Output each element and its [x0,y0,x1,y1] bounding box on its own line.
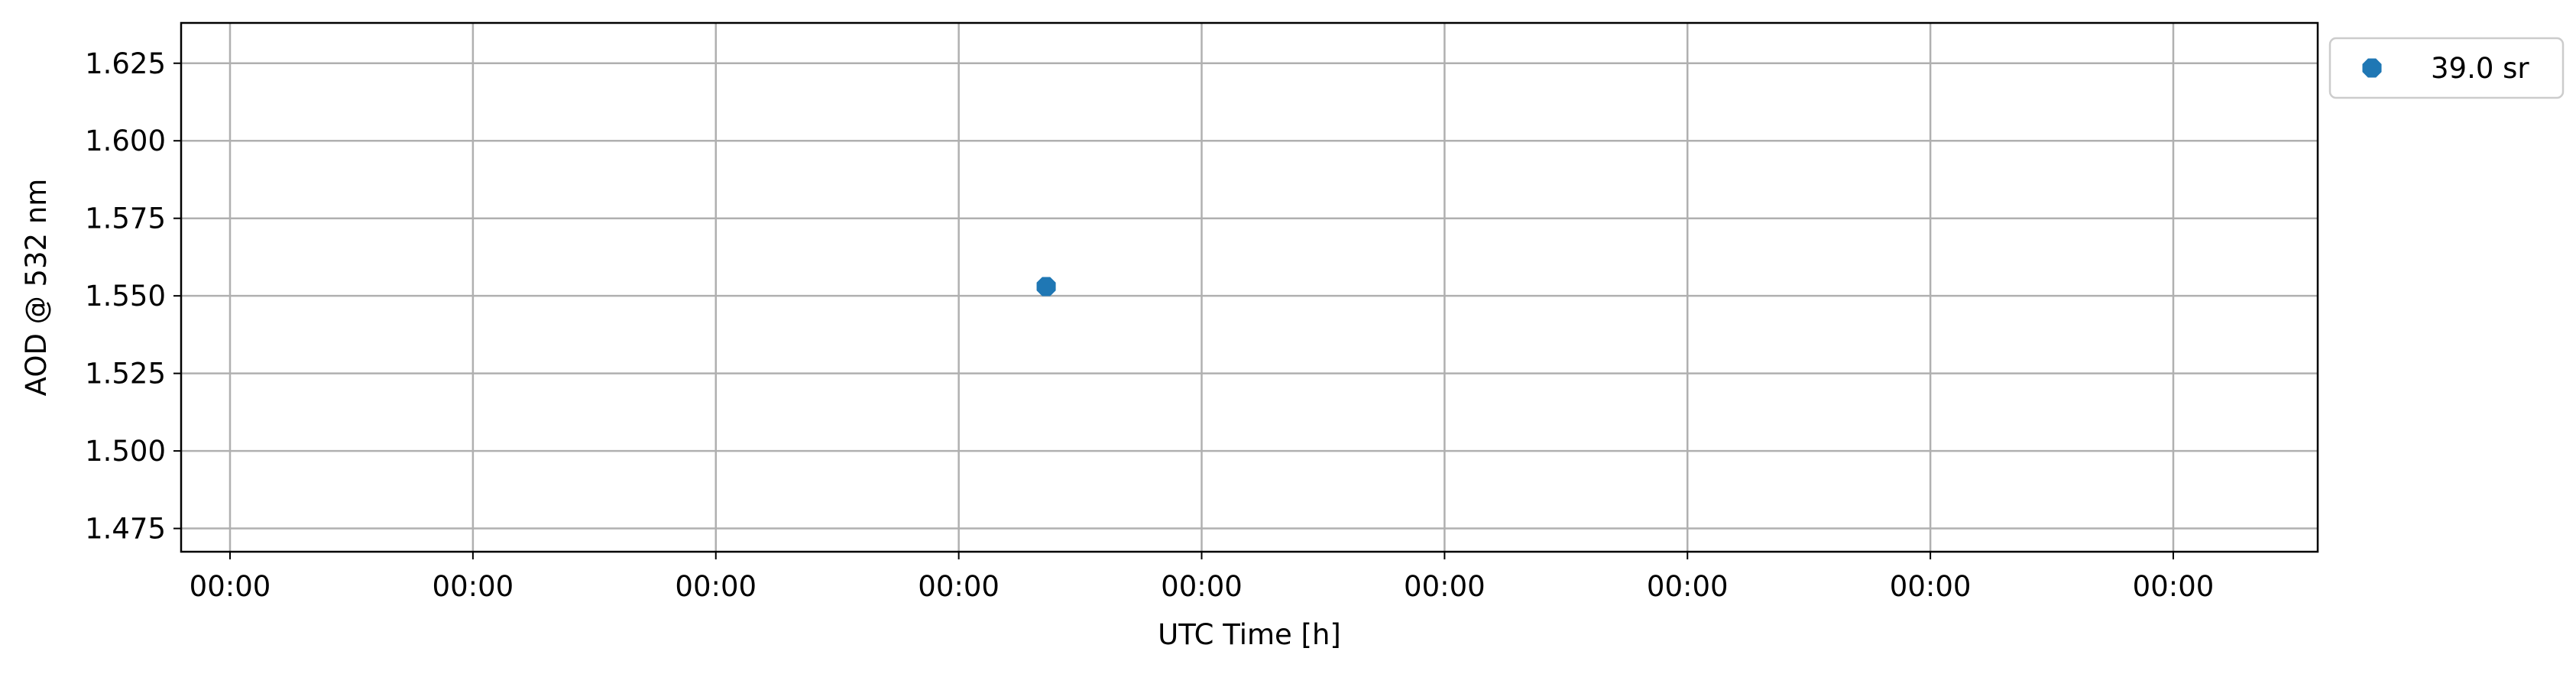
x-tick-label: 00:00 [1647,570,1729,603]
x-tick-label: 00:00 [1890,570,1972,603]
x-axis-label: UTC Time [h] [1158,618,1341,651]
y-tick-label: 1.575 [85,203,166,235]
grid [181,23,2318,552]
y-tick-label: 1.600 [85,125,166,157]
x-tick-label: 00:00 [433,570,514,603]
x-tick-label: 00:00 [1404,570,1486,603]
legend-marker [2362,58,2382,78]
y-axis-label: AOD @ 532 nm [20,179,53,397]
x-axis: 00:00 00:00 00:00 00:00 00:00 00:00 00:00 00:00… [190,552,2215,603]
legend-box [2328,37,2565,99]
y-tick-label: 1.525 [85,358,166,390]
x-tick-label: 00:00 [675,570,757,603]
y-tick-label: 1.500 [85,435,166,468]
legend: 39.0 sr [2328,37,2565,99]
x-tick-label: 00:00 [918,570,1000,603]
legend-label: 39.0 sr [2431,52,2529,85]
y-tick-label: 1.475 [85,513,166,546]
y-axis: 1.475 1.500 1.525 1.550 1.575 1.600 1.625 [85,47,181,546]
series-layer [1036,277,1056,296]
data-point [1036,277,1056,296]
plot-frame [180,21,2319,553]
x-tick-label: 00:00 [190,570,271,603]
x-tick-label: 00:00 [2133,570,2215,603]
y-tick-label: 1.625 [85,47,166,80]
y-tick-label: 1.550 [85,280,166,313]
x-tick-label: 00:00 [1161,570,1243,603]
